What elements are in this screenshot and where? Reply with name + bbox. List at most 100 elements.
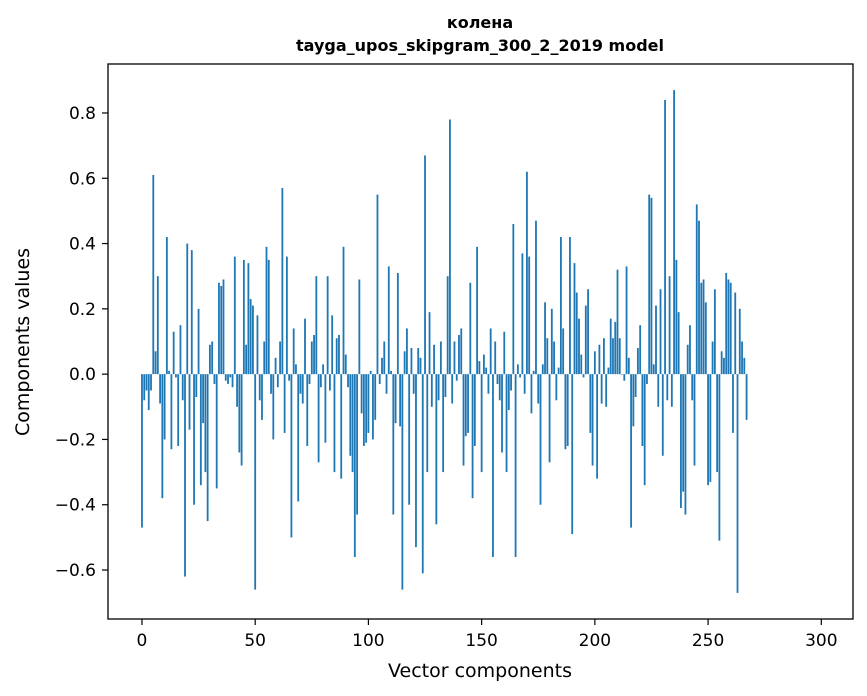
bar-component-177 <box>541 364 544 375</box>
bar-component-83 <box>329 374 331 391</box>
bar-component-42 <box>236 374 238 407</box>
y-tick-label: −0.2 <box>55 430 96 450</box>
bar-component-69 <box>297 374 300 502</box>
bar-component-248 <box>702 279 705 375</box>
bar-component-57 <box>270 374 272 394</box>
bar-component-85 <box>333 374 336 473</box>
bar-component-62 <box>281 188 284 375</box>
bar-component-93 <box>351 374 354 473</box>
bar-component-32 <box>213 374 216 384</box>
bar-component-265 <box>741 341 743 375</box>
bar-component-203 <box>600 374 603 404</box>
bar-component-178 <box>544 302 546 375</box>
bar-component-109 <box>387 266 390 375</box>
bar-component-89 <box>342 246 345 375</box>
bar-component-73 <box>306 374 309 446</box>
bar-component-100 <box>367 374 370 433</box>
bar-component-251 <box>709 374 712 482</box>
bar-component-200 <box>593 351 596 375</box>
bar-component-27 <box>202 374 205 424</box>
bar-component-144 <box>467 374 469 433</box>
bar-component-241 <box>686 344 689 375</box>
bar-component-74 <box>308 374 311 384</box>
x-axis-ticks: 0 50 100 150 200 250 300 <box>137 619 838 651</box>
bar-component-0 <box>141 374 143 528</box>
bar-component-148 <box>476 246 479 375</box>
bar-component-88 <box>340 374 343 479</box>
bar-component-22 <box>190 250 193 375</box>
bar-component-252 <box>711 341 714 375</box>
bar-component-129 <box>433 344 435 375</box>
bar-component-94 <box>353 374 356 557</box>
bar-component-152 <box>485 367 488 375</box>
bar-component-6 <box>154 351 157 375</box>
bar-component-36 <box>222 279 225 375</box>
bar-component-121 <box>415 374 417 548</box>
bar-component-167 <box>519 374 522 378</box>
bar-component-135 <box>446 276 449 375</box>
y-tick-label: 0.0 <box>69 365 96 385</box>
bar-component-103 <box>374 374 377 420</box>
bar-component-4 <box>150 374 152 391</box>
chart-title: колена <box>447 13 513 32</box>
bar-component-163 <box>510 374 512 391</box>
bar-component-38 <box>227 374 229 384</box>
bar-component-209 <box>614 321 617 375</box>
bar-component-126 <box>426 374 429 473</box>
bar-component-193 <box>578 318 580 375</box>
bar-component-48 <box>249 299 252 375</box>
bar-component-211 <box>618 338 621 375</box>
bar-component-191 <box>573 263 576 375</box>
bar-component-116 <box>403 351 406 375</box>
bar-component-146 <box>471 374 474 499</box>
bar-component-217 <box>632 374 635 427</box>
bar-component-183 <box>555 374 558 401</box>
bar-component-51 <box>256 315 259 375</box>
bar-component-149 <box>478 361 481 375</box>
bar-component-226 <box>652 364 655 375</box>
bar-component-204 <box>603 338 605 375</box>
bar-component-134 <box>444 374 447 397</box>
bar-component-28 <box>204 374 207 473</box>
bar-component-72 <box>304 318 306 375</box>
bar-component-145 <box>469 282 472 375</box>
bar-component-171 <box>528 256 531 375</box>
bar-component-24 <box>195 374 198 397</box>
bar-component-196 <box>584 305 587 375</box>
bar-component-194 <box>580 354 583 375</box>
bar-component-221 <box>641 374 644 446</box>
bar-component-197 <box>587 289 589 375</box>
bar-component-228 <box>657 374 660 407</box>
bar-component-98 <box>362 374 365 446</box>
bar-component-75 <box>310 341 313 375</box>
bar-component-181 <box>550 308 553 375</box>
bar-component-1 <box>143 374 146 401</box>
bar-component-223 <box>646 374 648 384</box>
bar-component-258 <box>725 272 728 375</box>
y-axis-label: Components values <box>12 248 34 436</box>
bar-component-219 <box>636 348 639 375</box>
bar-component-216 <box>630 374 632 528</box>
bar-component-99 <box>365 374 368 443</box>
bar-component-260 <box>729 282 732 375</box>
x-tick-label: 150 <box>465 631 497 651</box>
bar-component-169 <box>523 374 526 394</box>
bar-component-164 <box>512 223 515 375</box>
bar-component-29 <box>206 374 209 522</box>
bar-component-159 <box>501 374 503 453</box>
bar-component-140 <box>458 334 460 375</box>
bar-component-207 <box>609 318 612 375</box>
bar-component-231 <box>664 99 666 375</box>
bar-component-5 <box>152 175 155 375</box>
y-tick-label: 0.4 <box>69 235 96 255</box>
bar-component-137 <box>451 374 454 404</box>
bar-component-19 <box>184 374 186 577</box>
bar-component-3 <box>147 374 150 411</box>
bar-component-213 <box>623 374 626 381</box>
bar-component-66 <box>290 374 293 538</box>
bar-component-254 <box>716 374 719 473</box>
bar-component-2 <box>145 374 148 391</box>
y-tick-label: −0.4 <box>55 496 96 516</box>
bar-component-63 <box>283 374 286 433</box>
